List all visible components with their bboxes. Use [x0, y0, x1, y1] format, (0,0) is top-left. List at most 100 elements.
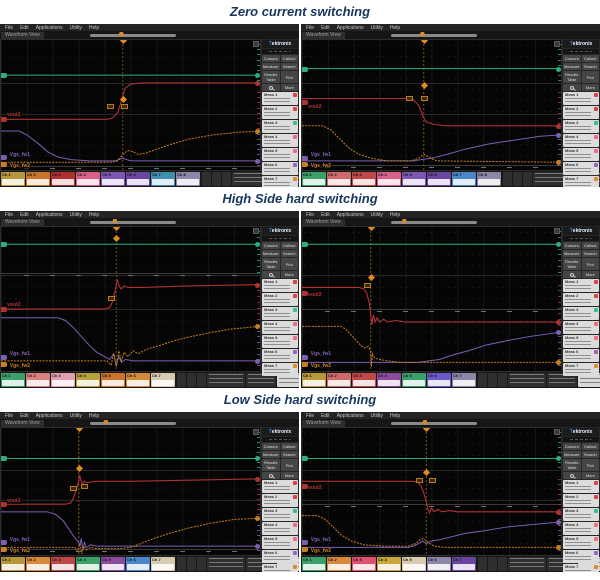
plot-tools-icon[interactable] [554, 228, 560, 234]
button-plot[interactable]: Plot [581, 459, 599, 471]
channel-marker-orange[interactable] [302, 361, 308, 367]
channel-badge-ch1[interactable]: Ch 1 [1, 172, 25, 186]
toolbar-button[interactable] [212, 172, 221, 186]
measurement-badge[interactable]: Meas 4 [262, 321, 298, 334]
button-cursors[interactable]: Cursors [262, 242, 280, 249]
button-measure[interactable]: Measure [262, 63, 280, 70]
menu-item-help[interactable]: Help [88, 211, 100, 218]
channel-badge-ch2[interactable]: Ch 2 [26, 373, 50, 387]
channel-badge-ch5[interactable]: Ch 5 [101, 373, 125, 387]
button-results-table[interactable]: Results Table [563, 459, 581, 471]
button-more[interactable]: More [581, 271, 599, 278]
measurement-badge[interactable]: Meas 7 [262, 564, 298, 572]
button-results-table[interactable]: Results Table [262, 459, 280, 471]
channel-badge-ch1[interactable]: Ch 1 [302, 172, 326, 186]
toolbar-button[interactable] [488, 373, 497, 387]
channel-badge-ch3[interactable]: Ch 3 [51, 557, 75, 571]
trigger-position-marker[interactable] [419, 32, 425, 37]
toolbar-button[interactable] [513, 172, 522, 186]
channel-badge-ch3[interactable]: Ch 3 [352, 172, 376, 186]
menu-item-file[interactable]: File [306, 211, 315, 218]
edge-cursor-flag[interactable] [428, 477, 436, 483]
measurement-badge[interactable]: Meas 3 [262, 307, 298, 320]
channel-marker-purple[interactable] [302, 156, 308, 162]
menu-item-edit[interactable]: Edit [20, 412, 29, 419]
channel-badge-ch1[interactable]: Ch 1 [1, 557, 25, 571]
measurement-badge[interactable]: Meas 5 [563, 335, 599, 348]
trigger-settings[interactable] [547, 373, 577, 387]
edge-cursor-flag[interactable] [415, 477, 423, 483]
channel-marker-purple[interactable] [1, 354, 7, 360]
channel-badge-ch4[interactable]: Ch 4 [76, 172, 100, 186]
tab-waveform-view[interactable]: Waveform View [302, 218, 345, 226]
channel-badge-ch5[interactable]: Ch 5 [101, 557, 125, 571]
button-search[interactable]: Search [280, 250, 298, 257]
channel-marker-purple[interactable] [302, 540, 308, 546]
button-cursors[interactable]: Cursors [563, 443, 581, 450]
channel-marker-red[interactable] [302, 291, 308, 297]
measurement-badge[interactable]: Meas 3 [262, 120, 298, 133]
channel-marker-red[interactable] [302, 484, 308, 490]
channel-marker-orange[interactable] [302, 546, 308, 552]
channel-marker-green[interactable] [1, 456, 7, 462]
menu-item-help[interactable]: Help [88, 412, 100, 419]
channel-marker-green[interactable] [1, 242, 7, 248]
button-callout[interactable]: Callout [581, 55, 599, 62]
measurement-badge[interactable]: Meas 2 [563, 293, 599, 306]
measurement-badge[interactable]: Meas 6 [563, 162, 599, 175]
zoom-button[interactable] [563, 84, 581, 91]
menu-item-applications[interactable]: Applications [336, 24, 364, 31]
channel-marker-orange[interactable] [302, 161, 308, 167]
channel-marker-red[interactable] [1, 307, 7, 313]
tab-waveform-view[interactable]: Waveform View [302, 31, 345, 39]
channel-badge-ch4[interactable]: Ch 4 [76, 373, 100, 387]
menu-item-utility[interactable]: Utility [69, 211, 82, 218]
button-plot[interactable]: Plot [581, 258, 599, 270]
channel-badge-ch1[interactable]: Ch 1 [302, 557, 326, 571]
channel-badge-ch6[interactable]: Ch 6 [427, 172, 451, 186]
button-search[interactable]: Search [581, 63, 599, 70]
button-more[interactable]: More [581, 472, 599, 479]
button-callout[interactable]: Callout [280, 443, 298, 450]
measurement-badge[interactable]: Meas 3 [563, 508, 599, 521]
zoom-button[interactable] [262, 472, 280, 479]
horizontal-settings[interactable] [207, 373, 245, 387]
menu-item-help[interactable]: Help [389, 211, 401, 218]
plot-tools-icon[interactable] [253, 41, 259, 47]
horizontal-settings[interactable] [232, 172, 270, 186]
channel-badge-ch8[interactable]: Ch 8 [477, 172, 501, 186]
plot-tools-icon[interactable] [253, 228, 259, 234]
channel-badge-ch7[interactable]: Ch 7 [151, 557, 175, 571]
measurement-badge[interactable]: Meas 5 [563, 148, 599, 161]
zoom-scrollbar[interactable] [390, 221, 478, 224]
button-callout[interactable]: Callout [280, 55, 298, 62]
horizontal-settings[interactable] [508, 557, 546, 571]
channel-badge-ch2[interactable]: Ch 2 [327, 172, 351, 186]
button-results-table[interactable]: Results Table [563, 258, 581, 270]
button-measure[interactable]: Measure [262, 250, 280, 257]
measurement-badge[interactable]: Meas 5 [563, 536, 599, 549]
channel-badge-ch5[interactable]: Ch 5 [402, 373, 426, 387]
measurement-badge[interactable]: Meas 1 [563, 279, 599, 292]
channel-marker-orange[interactable] [1, 546, 7, 552]
trigger-position-marker[interactable] [112, 219, 118, 224]
waveform-display[interactable]: vout2 Vgs_fw1 Vgs_fw2 [301, 427, 562, 556]
measurement-badge[interactable]: Meas 1 [262, 279, 298, 292]
waveform-display[interactable]: vout2 Vgs_fw1 Vgs_fw2 [301, 39, 562, 171]
measurement-badge[interactable]: Meas 4 [563, 134, 599, 147]
zoom-scrollbar[interactable] [89, 422, 177, 425]
button-callout[interactable]: Callout [581, 443, 599, 450]
edge-cursor-flag[interactable] [108, 296, 116, 302]
edge-cursor-flag[interactable] [69, 486, 77, 492]
menu-item-edit[interactable]: Edit [20, 24, 29, 31]
toolbar-button[interactable] [523, 172, 532, 186]
button-measure[interactable]: Measure [262, 451, 280, 458]
button-cursors[interactable]: Cursors [563, 242, 581, 249]
measurement-badge[interactable]: Meas 7 [563, 176, 599, 187]
button-more[interactable]: More [280, 271, 298, 278]
measurement-badge[interactable]: Meas 3 [563, 120, 599, 133]
channel-badge-ch7[interactable]: Ch 7 [151, 172, 175, 186]
toolbar-button[interactable] [177, 373, 186, 387]
menu-item-utility[interactable]: Utility [370, 24, 383, 31]
toolbar-button[interactable] [202, 172, 211, 186]
